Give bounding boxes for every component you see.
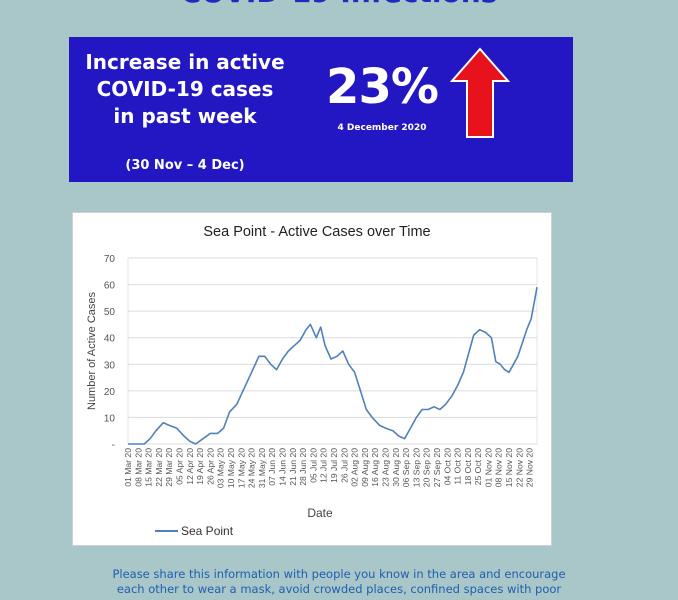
x-tick-label: 27 Sep 20 — [432, 448, 442, 487]
x-tick-label: 05 Jul 20 — [308, 448, 318, 483]
x-tick-label: 29 Nov 20 — [525, 448, 535, 487]
arrow-up-icon — [450, 47, 510, 138]
x-tick-label: 19 Apr 20 — [195, 448, 205, 485]
y-tick-label: 40 — [104, 334, 116, 345]
x-tick-label: 12 Apr 20 — [185, 448, 195, 485]
x-tick-label: 04 Oct 20 — [442, 448, 452, 485]
x-tick-label: 01 Nov 20 — [483, 448, 493, 487]
x-tick-label: 26 Jul 20 — [339, 448, 349, 483]
y-tick-label: 30 — [104, 360, 116, 371]
plot-area — [127, 257, 538, 445]
y-tick-label: 10 — [104, 413, 116, 424]
x-tick-label: 23 Aug 20 — [380, 448, 390, 487]
x-tick-label: 14 Jun 20 — [277, 448, 287, 486]
x-tick-label: 17 May 20 — [236, 448, 246, 488]
x-tick-label: 19 Jul 20 — [329, 448, 339, 483]
increase-percent: 23% — [326, 59, 439, 115]
x-tick-label: 15 Nov 20 — [504, 448, 514, 487]
x-tick-label: 28 Jun 20 — [298, 448, 308, 486]
chart-title: Sea Point - Active Cases over Time — [203, 224, 430, 240]
banner-heading: Increase in active COVID-19 cases in pas… — [85, 50, 285, 128]
chart-panel: Sea Point - Active Cases over Time - 10 20… — [72, 212, 552, 546]
x-tick-label: 24 May 20 — [247, 448, 257, 488]
y-axis-label: Number of Active Cases — [86, 292, 98, 410]
x-tick-label: 20 Sep 20 — [422, 448, 432, 487]
page-title: COVID-19 Infections — [0, 0, 678, 9]
x-tick-label: 25 Oct 20 — [473, 448, 483, 485]
x-tick-label: 21 Jun 20 — [288, 448, 298, 486]
x-tick-label: 01 Mar 20 — [123, 448, 133, 487]
footer-line-2: each other to wear a mask, avoid crowded… — [116, 582, 562, 596]
active-cases-chart: Sea Point - Active Cases over Time - 10 20… — [86, 224, 538, 538]
x-tick-label: 09 Aug 20 — [360, 448, 370, 487]
banner-report-date: 4 December 2020 — [337, 123, 427, 133]
x-tick-label: 08 Nov 20 — [494, 448, 504, 487]
x-tick-label: 22 Nov 20 — [514, 448, 524, 487]
x-tick-label: 05 Apr 20 — [174, 448, 184, 485]
x-tick-label: 08 Mar 20 — [133, 448, 143, 487]
banner-date-range: (30 Nov – 4 Dec) — [125, 158, 245, 173]
x-tick-label: 07 Jun 20 — [267, 448, 277, 486]
y-tick-label: 70 — [104, 254, 116, 265]
x-tick-label: 30 Aug 20 — [391, 448, 401, 487]
x-tick-label: 11 Oct 20 — [453, 448, 463, 485]
y-tick-label: 50 — [104, 307, 116, 318]
x-tick-label: 12 Jul 20 — [319, 448, 329, 483]
footer-line-1: Please share this information with peopl… — [112, 567, 566, 581]
x-tick-label: 31 May 20 — [257, 448, 267, 488]
y-tick-label: 20 — [104, 387, 116, 398]
x-tick-label: 18 Oct 20 — [463, 448, 473, 485]
x-tick-label: 16 Aug 20 — [370, 448, 380, 487]
x-tick-label: 29 Mar 20 — [164, 448, 174, 487]
legend-label-sea-point: Sea Point — [181, 524, 234, 538]
series-line-sea-point — [128, 287, 538, 445]
x-tick-label: 15 Mar 20 — [144, 448, 154, 487]
x-axis-label: Date — [307, 506, 333, 520]
x-tick-label: 13 Sep 20 — [411, 448, 421, 487]
x-tick-label: 02 Aug 20 — [350, 448, 360, 487]
increase-banner: Increase in active COVID-19 cases in pas… — [69, 37, 573, 182]
y-tick-label: 60 — [104, 281, 116, 292]
x-tick-label: 10 May 20 — [226, 448, 236, 488]
y-tick-label: - — [112, 440, 115, 451]
x-tick-label: 06 Sep 20 — [401, 448, 411, 487]
footer-message: Please share this information with peopl… — [40, 567, 638, 597]
x-tick-label: 03 May 20 — [216, 448, 226, 488]
x-tick-label: 22 Mar 20 — [154, 448, 164, 487]
x-tick-label: 26 Apr 20 — [205, 448, 215, 485]
